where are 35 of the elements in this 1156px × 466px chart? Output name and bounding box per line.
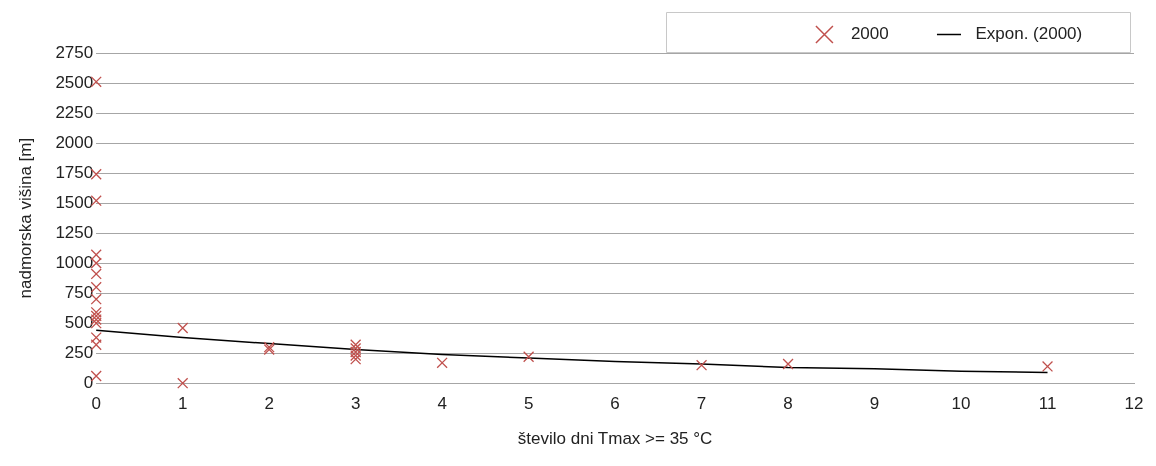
x-tick-label: 6 (610, 394, 620, 414)
y-tick-label: 0 (83, 372, 94, 392)
point (177, 322, 189, 334)
point (782, 358, 794, 370)
x-tick-label: 3 (350, 394, 361, 414)
point (1041, 360, 1054, 372)
y-tick-label: 2500 (55, 72, 94, 92)
y-tick-label: 2000 (55, 132, 94, 152)
y-tick-label: 500 (64, 312, 94, 332)
x-tick-label: 9 (869, 394, 880, 414)
x-tick-label: 11 (1038, 394, 1057, 414)
y-axis-title: nadmorska višina [m] (15, 137, 35, 299)
x-tick-label: 7 (696, 394, 707, 414)
y-tick-label: 2250 (55, 102, 94, 122)
y-tick-label: 750 (64, 282, 94, 302)
legend-label: 2000 (841, 24, 927, 44)
x-tick-label: 2 (264, 394, 274, 414)
y-tick-label: 1500 (55, 192, 94, 212)
y-tick-label: 1000 (55, 252, 94, 272)
x-tick-label: 12 (1124, 394, 1144, 414)
x-tick-label: 10 (951, 394, 971, 414)
point (695, 359, 708, 371)
y-tick-label: 1250 (55, 222, 94, 242)
y-tick-label: 1750 (55, 162, 94, 182)
point (436, 357, 448, 369)
point (523, 351, 535, 363)
x-axis-title: število dni Tmax >= 35 °C (517, 429, 713, 449)
x-tick-label: 8 (783, 394, 793, 414)
y-tick-label: 2750 (55, 42, 94, 62)
x-tick-label: 5 (523, 394, 534, 414)
x-tick-label: 1 (177, 394, 188, 414)
x-tick-label: 4 (437, 394, 447, 414)
point (177, 377, 189, 389)
legend-label: Expon. (2000) (965, 24, 1121, 44)
y-tick-label: 250 (64, 342, 94, 362)
